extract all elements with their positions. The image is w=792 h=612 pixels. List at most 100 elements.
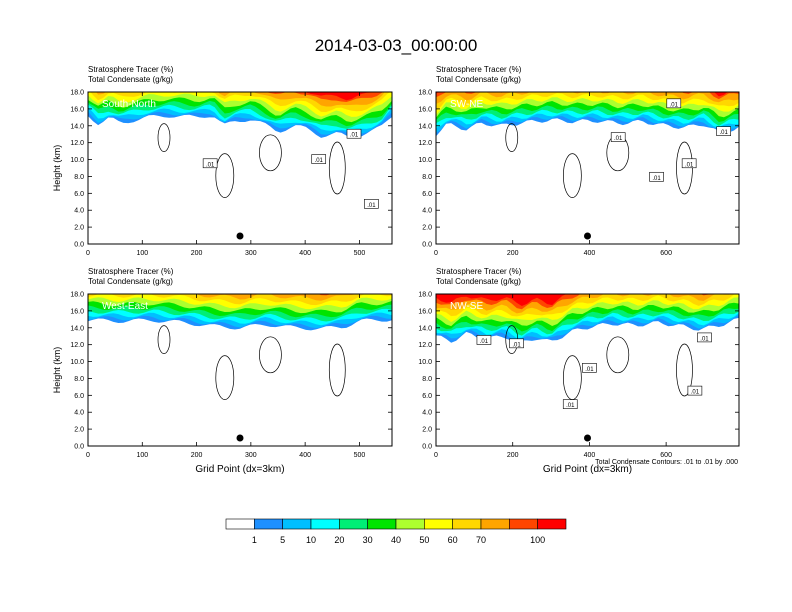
y-tick-label: 12.0	[70, 342, 84, 349]
y-tick-label: 12.0	[418, 342, 432, 349]
y-tick-label: 18.0	[70, 90, 84, 97]
y-tick-label: 2.0	[74, 225, 84, 232]
y-tick-label: 10.0	[70, 359, 84, 366]
y-axis-title: Height (km)	[52, 347, 62, 394]
panel-label: South-North	[102, 99, 156, 110]
surface-marker	[236, 434, 244, 442]
colorbar-label: 40	[391, 535, 401, 545]
tracer-band	[436, 92, 739, 100]
y-tick-label: 16.0	[70, 308, 84, 315]
tracer-band	[88, 92, 392, 101]
contour-label: .01	[716, 126, 731, 136]
y-tick-label: 14.0	[418, 123, 432, 130]
x-tick-label: 600	[660, 452, 672, 459]
panel-label: NW-SE	[450, 301, 483, 312]
y-tick-label: 18.0	[70, 292, 84, 299]
x-tick-label: 300	[245, 452, 257, 459]
panel-subtitle-bottom: Total Condensate (g/kg)	[436, 277, 521, 286]
y-tick-label: 8.0	[74, 174, 84, 181]
x-axis-title: Grid Point (dx=3km)	[543, 464, 632, 475]
surface-marker	[236, 232, 244, 240]
tracer-field	[436, 92, 739, 137]
panel-subtitle-bottom: Total Condensate (g/kg)	[88, 277, 173, 286]
contour	[562, 153, 582, 198]
colorbar-swatch	[395, 518, 425, 530]
contour-label: .01	[666, 98, 682, 108]
colorbar: 1 5 10 20 30 40 50 60 70 100	[225, 518, 567, 545]
svg-text:.01: .01	[566, 403, 575, 409]
contour-label: .01	[687, 385, 703, 396]
x-tick-label: 200	[191, 452, 203, 459]
panel-subtitle-bottom: Total Condensate (g/kg)	[88, 75, 173, 84]
panel-label: West-East	[102, 301, 148, 312]
y-tick-label: 14.0	[70, 123, 84, 130]
svg-text:.01: .01	[670, 102, 679, 108]
svg-text:.01: .01	[685, 162, 694, 168]
x-tick-label: 200	[507, 452, 519, 459]
x-tick-label: 200	[507, 250, 519, 257]
condensate-contours	[157, 325, 346, 400]
contour	[328, 141, 346, 195]
svg-text:.01: .01	[585, 367, 594, 373]
x-tick-label: 300	[245, 250, 257, 257]
svg-text:.01: .01	[512, 342, 521, 348]
contour-label: .01	[562, 399, 578, 409]
colorbar-label: 100	[530, 535, 545, 545]
colorbar-swatch	[452, 518, 482, 530]
panel-subtitle-top: Stratosphere Tracer (%)	[436, 267, 522, 276]
contour-label: .01	[346, 128, 362, 139]
colorbar-swatch	[537, 518, 567, 530]
x-tick-label: 200	[191, 250, 203, 257]
colorbar-swatch	[424, 518, 453, 530]
y-axis-title: Height (km)	[52, 145, 62, 192]
x-tick-label: 400	[299, 452, 311, 459]
panel-label: SW-NE	[450, 99, 483, 110]
colorbar-swatch	[480, 518, 510, 530]
contour-label: .01	[509, 338, 524, 348]
colorbar-swatch	[225, 518, 255, 530]
y-tick-label: 8.0	[422, 174, 432, 181]
tracer-field	[88, 92, 392, 138]
colorbar-label: 20	[334, 535, 344, 545]
svg-text:.01: .01	[652, 176, 661, 182]
contour-label: .01	[202, 158, 218, 168]
colorbar-swatch	[339, 518, 368, 530]
contour	[676, 343, 693, 397]
tracer-band	[436, 92, 739, 104]
x-tick-label: 0	[86, 452, 90, 459]
contour-label: .01	[311, 154, 327, 164]
colorbar-swatch	[310, 518, 340, 530]
colorbar-label: 30	[363, 535, 373, 545]
contour	[215, 355, 235, 400]
tracer-field	[88, 294, 392, 331]
y-tick-label: 16.0	[70, 106, 84, 113]
contour	[328, 343, 346, 397]
colorbar-label: 1	[252, 535, 257, 545]
tracer-band	[436, 92, 739, 111]
colorbar-label: 70	[476, 535, 486, 545]
y-tick-label: 8.0	[74, 376, 84, 383]
surface-marker	[584, 232, 591, 240]
y-tick-label: 14.0	[418, 325, 432, 332]
colorbar-swatch	[254, 518, 283, 530]
panel-4: .01 .01 .01 .01 .01 .01 NW-SE Stratosphere Trac…	[418, 267, 740, 475]
plot-frame	[435, 293, 740, 447]
panel-subtitle-bottom: Total Condensate (g/kg)	[436, 75, 521, 84]
plot-frame	[87, 293, 393, 447]
x-tick-label: 500	[354, 452, 366, 459]
x-tick-label: 0	[434, 452, 438, 459]
y-tick-label: 4.0	[74, 208, 84, 215]
y-tick-label: 0.0	[74, 444, 84, 451]
y-tick-label: 6.0	[422, 191, 432, 198]
y-tick-label: 4.0	[422, 410, 432, 417]
x-tick-label: 400	[584, 250, 596, 257]
x-tick-label: 400	[299, 250, 311, 257]
panel-subtitle-top: Stratosphere Tracer (%)	[88, 65, 174, 74]
colorbar-swatch	[282, 518, 312, 530]
contour	[259, 336, 282, 374]
x-tick-label: 0	[86, 250, 90, 257]
colorbar-swatch	[509, 518, 538, 530]
svg-text:.01: .01	[691, 390, 700, 396]
x-tick-label: 400	[584, 452, 596, 459]
contour	[157, 325, 171, 354]
